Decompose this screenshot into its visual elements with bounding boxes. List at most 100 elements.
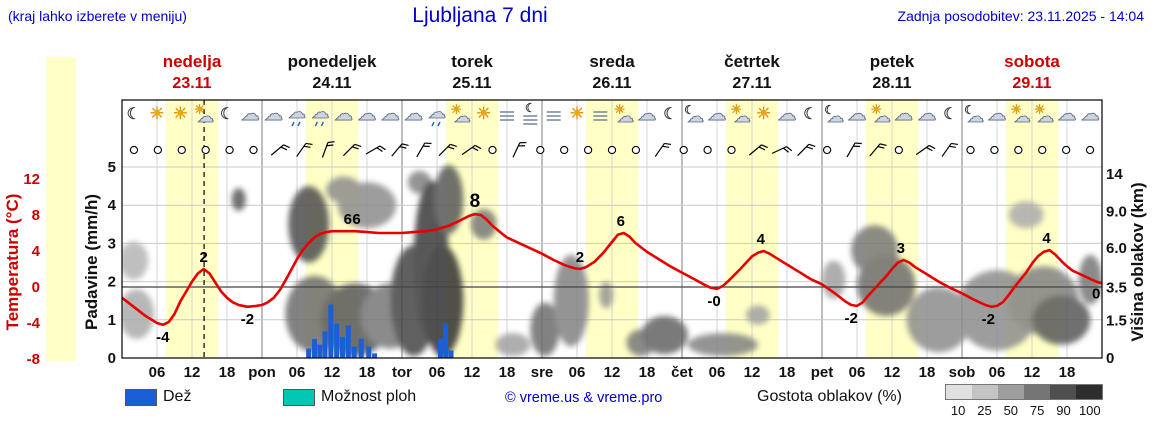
cloud-icon: ☁	[894, 103, 914, 126]
wind-barb-icon	[512, 141, 527, 158]
rain-bar	[334, 323, 340, 358]
svg-text:☁: ☁	[708, 103, 727, 125]
density-tick: 50	[1003, 403, 1019, 418]
density-segment	[1024, 385, 1050, 399]
calm-wind-icon	[894, 145, 903, 155]
calm-wind-icon	[488, 145, 497, 155]
svg-text:☁: ☁	[638, 103, 657, 125]
density-segment	[946, 385, 972, 399]
rain-bar	[345, 325, 351, 358]
sun-icon: ☀	[569, 104, 585, 125]
rain-bar	[340, 336, 345, 358]
wind-barb-icon	[365, 145, 386, 155]
svg-text:☁: ☁	[241, 103, 260, 125]
page-title: Ljubljana 7 dni	[412, 4, 548, 27]
x-axis-label: 18	[1059, 364, 1076, 381]
moon-icon: ☾	[663, 104, 678, 123]
cloud-blob	[231, 188, 246, 211]
cloud-height-tick: 6.0	[1106, 240, 1127, 257]
cloud-density-gradient-bar	[945, 384, 1103, 400]
cloud-height-tick: 3.5	[1106, 280, 1127, 297]
showers-legend-label: Možnost ploh	[321, 388, 417, 405]
svg-text:☀: ☀	[173, 104, 188, 124]
svg-text:☁: ☁	[381, 103, 400, 125]
left-axis-strip	[46, 57, 76, 361]
sun-cloud-icon: ☀☁	[1010, 103, 1031, 128]
cloud-icon: ☁	[240, 103, 260, 126]
temperature-value: 2	[199, 249, 207, 266]
rain-bar	[438, 338, 443, 358]
x-axis-label: 18	[639, 364, 656, 381]
density-tick: 10	[950, 403, 966, 418]
x-axis-label: 18	[359, 364, 376, 381]
wind-barb-icon	[748, 144, 768, 156]
weather-icons-row: ☾ ☀ ☀ ☀☁ ☾ ☁ ☁ ☁ ☁ ☁ ☁ ☁ ☁ ☁ ☀☁ ☀ ☾ ☀ ☀☁ ☁ ☾ ☾☁ ☁ ☀☁ ☀ ☁ ☾ ☾☁ ☁ ☀☁ ☁ ☁ ☾…	[126, 101, 1100, 128]
rain-swatch	[125, 389, 157, 406]
rain-bar	[322, 331, 328, 358]
rain-bar	[366, 346, 372, 358]
x-axis-label: 12	[464, 364, 481, 381]
svg-text:☁: ☁	[918, 103, 937, 125]
rain-bar	[372, 353, 378, 358]
svg-text:☾: ☾	[824, 103, 835, 117]
day-name: torek	[451, 52, 493, 71]
temperature-value: 6	[344, 211, 352, 228]
cloud-icon: ☁	[334, 103, 354, 126]
precipitation-bars	[306, 304, 454, 358]
wind-barb-icon	[461, 144, 482, 156]
svg-text:☁: ☁	[988, 103, 1007, 125]
wind-barb-icon	[391, 143, 409, 157]
svg-text:☁: ☁	[197, 107, 214, 127]
sun-cloud-icon: ☀☁	[614, 103, 635, 128]
moon-icon: ☾	[220, 104, 235, 123]
calm-wind-icon	[1038, 145, 1047, 155]
cloud-blob	[906, 287, 971, 353]
svg-text:☀: ☀	[1034, 103, 1046, 118]
copyright-link[interactable]: © vreme.us & vreme.pro	[505, 390, 663, 406]
temperature-value: 0	[1092, 286, 1100, 303]
wind-barb-icon	[846, 142, 862, 158]
day-name: nedelja	[163, 52, 222, 71]
svg-text:☁: ☁	[1014, 107, 1031, 127]
svg-text:☀: ☀	[756, 104, 771, 124]
x-axis-label: 12	[324, 364, 341, 381]
cloud-blob	[641, 315, 688, 355]
cloud-blob	[746, 305, 770, 325]
svg-text:☀: ☀	[614, 103, 626, 118]
x-axis-label: 06	[709, 364, 726, 381]
rain-bar	[358, 338, 364, 358]
svg-text:☾: ☾	[525, 101, 536, 115]
menu-hint: (kraj lahko izberete v meniju)	[8, 8, 187, 24]
svg-text:☁: ☁	[334, 103, 353, 125]
cloud-blob	[1008, 201, 1044, 229]
day-date: 26.11	[592, 75, 631, 92]
svg-text:☁: ☁	[894, 103, 913, 125]
calm-wind-icon	[727, 145, 736, 155]
sun-icon: ☀	[172, 104, 188, 125]
cloud-height-tick: 0	[1106, 350, 1114, 367]
svg-text:☾: ☾	[803, 104, 817, 123]
cloud-blob	[122, 289, 155, 339]
svg-text:☾: ☾	[943, 104, 957, 123]
cloud-icon: ☁	[707, 103, 727, 126]
x-axis-label: 06	[149, 364, 166, 381]
moon-fog-icon: ☾	[523, 101, 538, 125]
cloud-blob	[495, 333, 531, 357]
moon-cloud-icon: ☾☁	[964, 103, 984, 128]
temperature-tick: 12	[23, 171, 40, 188]
x-axis-label: 12	[744, 364, 761, 381]
x-axis-label: sob	[949, 364, 976, 381]
svg-text:☁: ☁	[1058, 103, 1077, 125]
svg-text:☁: ☁	[454, 107, 471, 127]
calm-wind-icon	[631, 145, 641, 155]
moon-cloud-icon: ☾☁	[824, 103, 844, 128]
calm-wind-icon	[249, 145, 258, 155]
calm-wind-icon	[225, 145, 234, 155]
wind-barb-icon	[321, 141, 335, 158]
sun-icon: ☀	[476, 104, 492, 125]
day-date: 25.11	[452, 75, 491, 92]
calm-wind-icon	[1014, 145, 1023, 155]
density-tick: 75	[1029, 403, 1045, 418]
cloud-rain-icon: ☁	[288, 102, 306, 127]
